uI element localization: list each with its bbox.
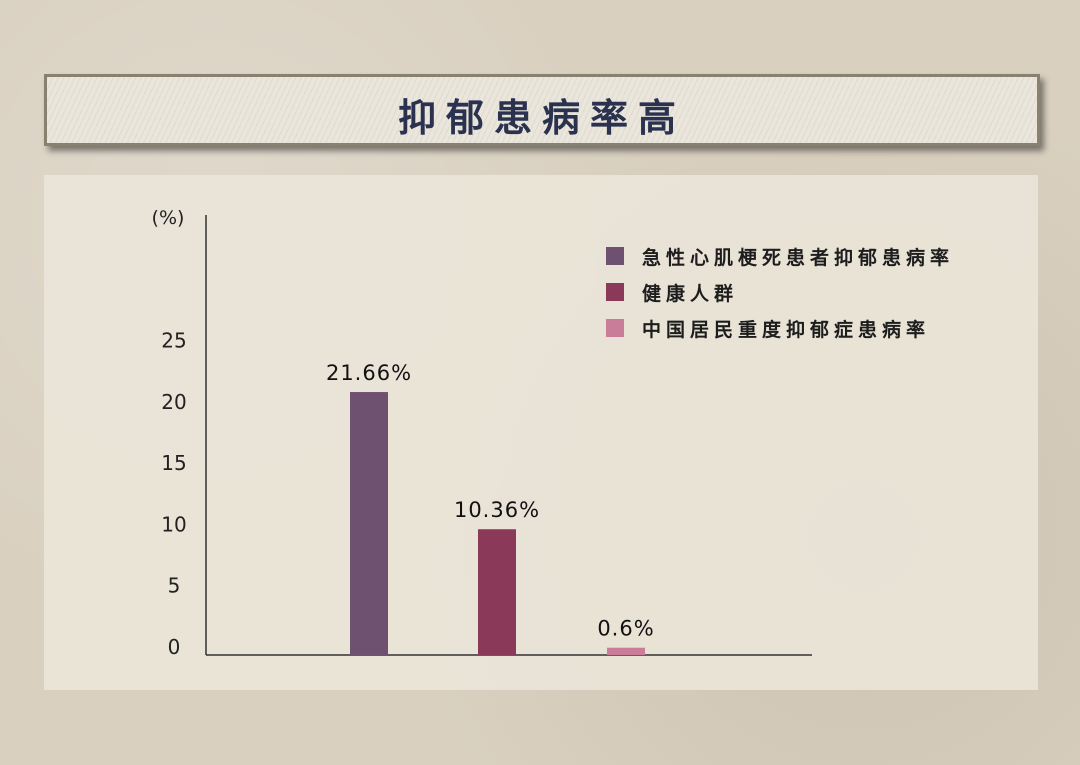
legend: 急性心肌梗死患者抑郁患病率 健康人群 中国居民重度抑郁症患病率 <box>606 238 954 346</box>
legend-item: 中国居民重度抑郁症患病率 <box>606 310 954 346</box>
legend-swatch <box>606 283 624 301</box>
page-title: 抑郁患病率高 <box>397 95 686 140</box>
legend-label: 健康人群 <box>642 282 739 305</box>
legend-swatch <box>606 247 624 265</box>
legend-item: 健康人群 <box>606 274 954 310</box>
legend-item: 急性心肌梗死患者抑郁患病率 <box>606 238 954 274</box>
title-banner: 抑郁患病率高 <box>44 74 1040 146</box>
legend-label: 中国居民重度抑郁症患病率 <box>642 318 931 341</box>
chart-panel <box>44 175 1038 690</box>
legend-swatch <box>606 319 624 337</box>
legend-label: 急性心肌梗死患者抑郁患病率 <box>642 246 955 269</box>
